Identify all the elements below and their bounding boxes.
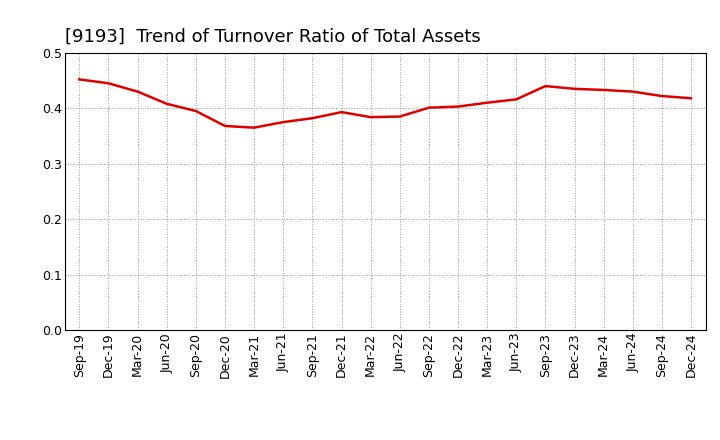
Text: [9193]  Trend of Turnover Ratio of Total Assets: [9193] Trend of Turnover Ratio of Total … (65, 28, 480, 46)
